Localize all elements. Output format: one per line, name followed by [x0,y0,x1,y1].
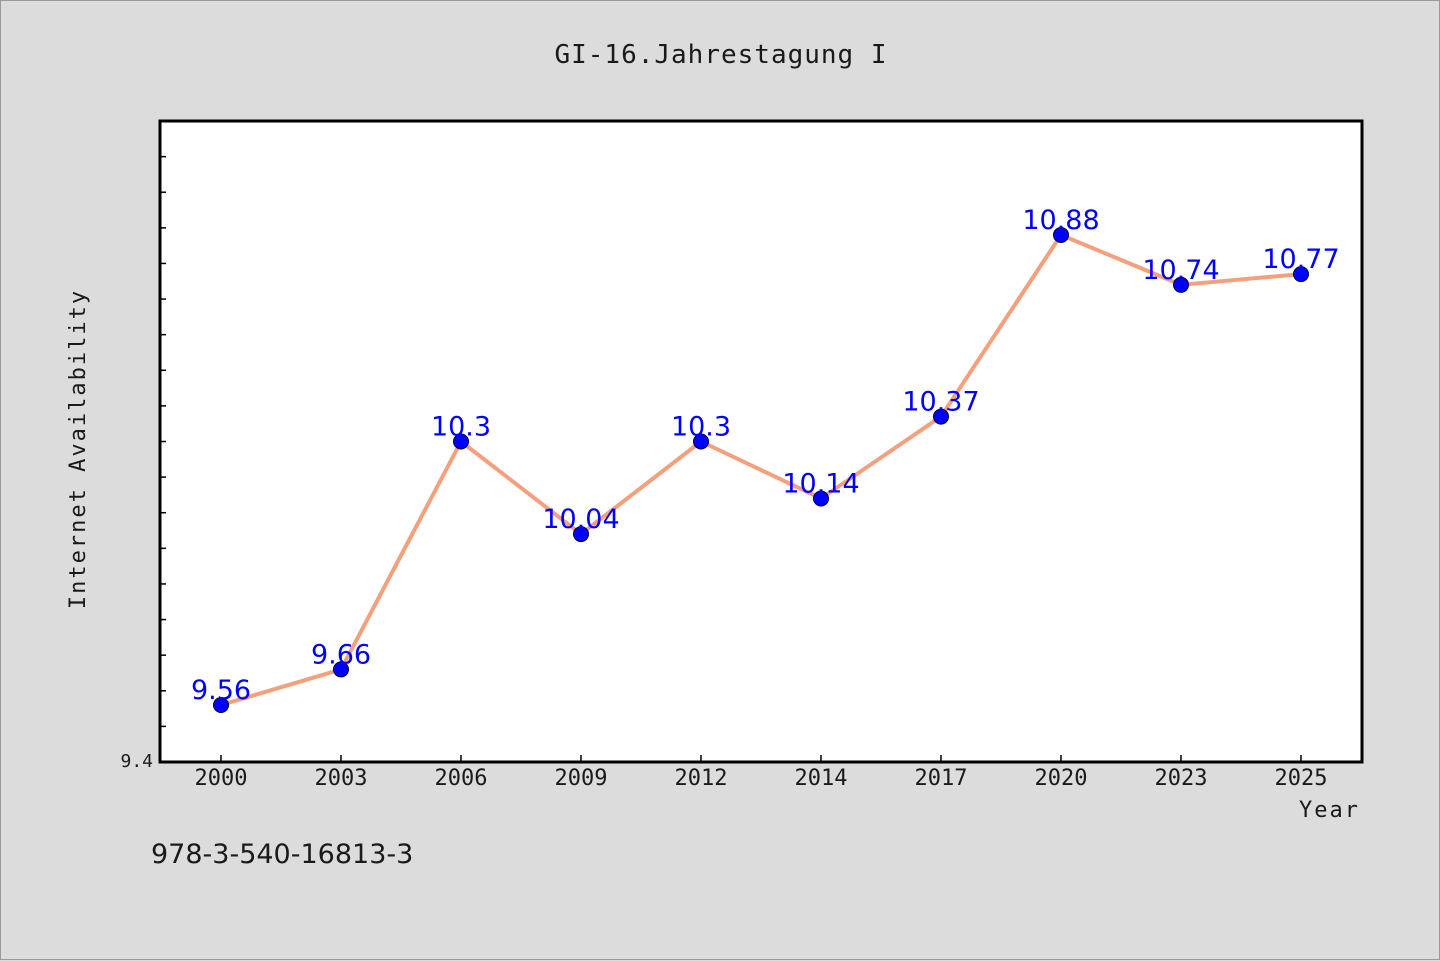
data-label: 10.14 [782,468,859,499]
x-tick-label: 2023 [1155,766,1208,791]
data-point [933,408,949,425]
x-tick-label: 2025 [1275,766,1328,791]
x-tick-label: 2012 [675,766,728,791]
x-axis-label: Year [1299,798,1360,823]
chart-title: GI-16.Jahrestagung I [554,40,887,70]
data-point [813,490,829,507]
data-point [453,433,469,450]
y-axis-min-label: 9.4 [120,751,153,772]
x-tick-label: 2014 [795,766,848,791]
plot-area [160,121,1362,762]
x-tick-label: 2006 [435,766,488,791]
series-line [220,232,1302,707]
x-axis-ticks: 2000 2003 2006 2009 2012 2014 2017 2020 2023 2025 [195,755,1328,791]
data-point [693,433,709,450]
x-tick-label: 2000 [195,766,248,791]
data-label: 10.04 [542,504,619,535]
x-tick-label: 2020 [1035,766,1088,791]
data-label: 10.37 [902,387,979,418]
data-label: 10.3 [431,412,491,443]
x-tick-label: 2009 [555,766,608,791]
data-markers [213,226,1309,714]
data-label: 10.74 [1142,255,1219,286]
data-label: 9.56 [191,675,251,706]
x-tick-label: 2017 [915,766,968,791]
data-label: 10.3 [671,412,731,443]
y-axis-label: Internet Availability [66,289,91,609]
data-point [1173,276,1189,293]
plot-frame [158,119,1364,764]
data-label: 10.88 [1022,205,1099,236]
x-tick-label: 2003 [315,766,368,791]
data-label: 10.77 [1262,244,1339,275]
data-labels: 9.56 9.66 10.3 10.04 10.3 10.14 10.37 10.88 10.7… [191,205,1340,706]
data-point [573,526,589,543]
data-point [1293,266,1309,283]
data-point [333,661,349,678]
data-point [1053,226,1069,243]
footer-id-text: 978-3-540-16813-3 [151,839,413,870]
data-point [213,697,229,714]
data-label: 9.66 [311,639,371,670]
